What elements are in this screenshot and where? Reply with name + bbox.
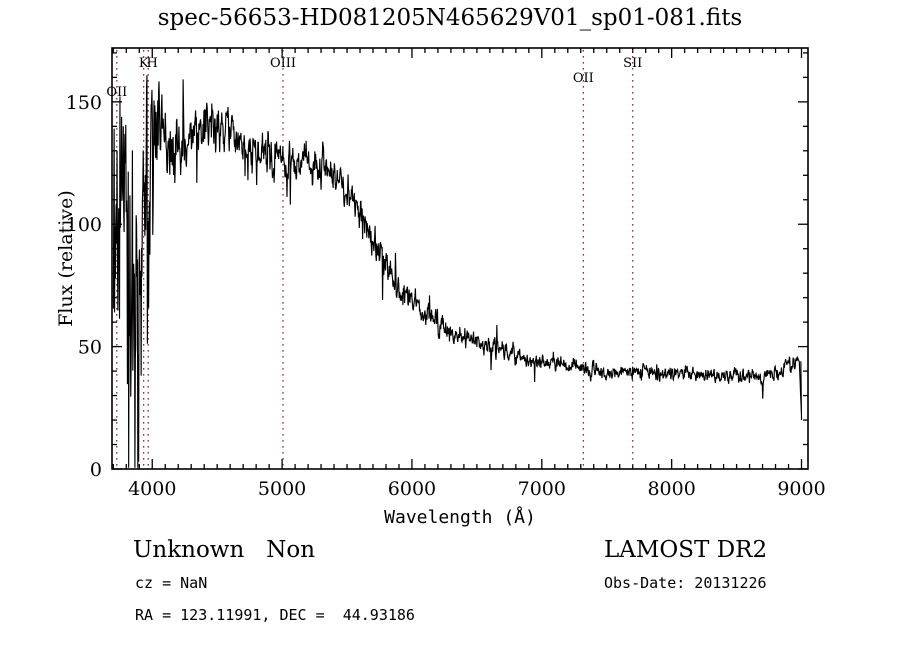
x-tick-label: 8000 [647, 478, 695, 500]
marker-label-sii-5: SII [623, 56, 642, 71]
y-tick-label: 50 [78, 337, 102, 359]
survey-text: LAMOST DR2 [604, 537, 768, 563]
marker-label-oiii-3: OIII [270, 56, 296, 71]
x-tick-label: 7000 [518, 478, 566, 500]
x-axis-label: Wavelength (Å) [384, 506, 536, 528]
y-axis-label: Flux (relative) [55, 190, 77, 327]
marker-label-oii-4: OII [573, 71, 594, 86]
page-title: spec-56653-HD081205N465629V01_sp01-081.f… [157, 5, 743, 31]
cz-text: cz = NaN [135, 574, 208, 592]
x-tick-label: 4000 [128, 478, 176, 500]
marker-label-h-2: H [147, 56, 158, 71]
x-tick-label: 6000 [388, 478, 436, 500]
obs-date-text: Obs-Date: 20131226 [604, 574, 767, 592]
marker-label-k-1: K [139, 56, 149, 71]
plot-frame [111, 47, 809, 470]
x-tick-label: 9000 [777, 478, 825, 500]
x-tick-label: 5000 [258, 478, 306, 500]
spectrum-trace [112, 75, 803, 468]
marker-label-oii-0: OII [106, 85, 127, 100]
y-tick-label: 150 [66, 92, 102, 114]
classification-text: Unknown Non [133, 537, 316, 563]
coordinates-text: RA = 123.11991, DEC = 44.93186 [135, 606, 415, 624]
y-tick-label: 0 [90, 459, 102, 481]
y-tick-label: 100 [66, 214, 102, 236]
